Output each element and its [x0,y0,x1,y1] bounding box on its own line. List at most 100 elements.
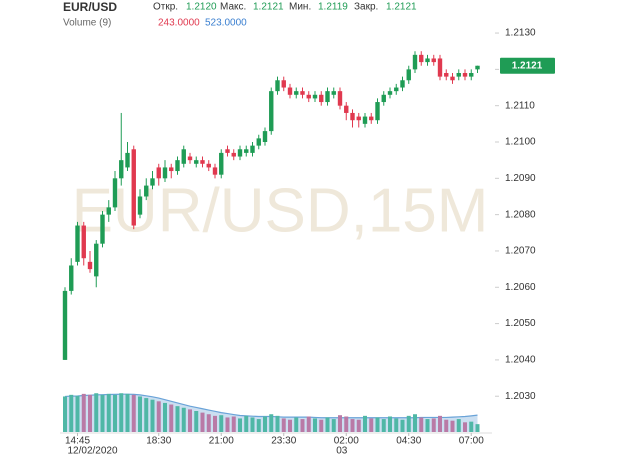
volume-bar [350,419,355,432]
candle-body [475,65,480,70]
volume-bar [331,419,336,432]
volume-bar [63,396,67,432]
candle-body [119,160,124,179]
x-tick-label: 14:45 [65,436,90,447]
candle-body [431,58,436,63]
candle-body [231,152,236,157]
volume-ma-area [65,394,478,432]
x-tick-label: 21:00 [209,436,234,447]
ohlc-label: Откр. [153,2,178,13]
volume-bar [88,394,92,432]
candle-body [162,167,168,179]
volume-bar [219,415,224,432]
ohlc-label: Закр. [354,2,378,13]
volume-bar [75,395,80,432]
volume-bar [106,393,111,432]
candle-body [387,91,393,95]
y-tick-label: 1.2090 [505,173,536,184]
candle-body [300,91,305,95]
candle-body [344,105,349,113]
candle-body [150,178,155,186]
volume-bar [138,396,142,432]
volume-bar [119,393,124,432]
volume-bar [450,420,455,432]
y-tick-label: 1.2100 [505,137,536,148]
candle-body [156,167,161,179]
volume-bar [169,404,174,432]
candle-body [256,138,261,146]
candle-body [287,87,293,95]
candle-body [406,69,411,81]
candle-body [444,72,449,77]
candle-body [400,80,405,88]
candle-body [262,131,268,143]
volume-bar [375,417,380,432]
candle-body [175,160,180,172]
x-tick-label: 04:30 [396,436,421,447]
candle-body [206,163,211,168]
candle-body [94,243,99,277]
y-tick-label: 1.2080 [505,209,536,220]
volume-bar [438,415,442,432]
candle-body [187,156,193,161]
ohlc-label: Мин. [289,2,311,13]
volume-bar [469,421,474,432]
candle-body [237,149,243,157]
candle-body [275,80,280,92]
ohlc-value: 1.2120 [186,2,217,13]
candle-body [200,160,205,164]
candle-body [62,290,68,360]
volume-bar [69,394,74,432]
volume-bar [431,418,436,432]
volume-bar [163,402,167,432]
candle-body [350,112,355,121]
ohlc-label: Макс. [220,2,246,13]
volume-bar [419,417,424,432]
volume-bar [256,419,261,432]
candle-body [112,178,118,208]
volume-bar [381,419,386,432]
candle-body [375,102,380,121]
y-tick-label: 1.2060 [505,282,536,293]
volume-bar [475,424,480,432]
volume-bar [81,393,86,432]
candle-body [450,76,455,81]
y-tick-label: 1.2110 [505,100,535,111]
volume-bar [319,419,324,432]
volume-bar [388,416,392,432]
volume-bar [100,394,105,432]
x-date-label: 03 [336,446,348,457]
candle-body [269,91,274,132]
y-tick-label: 1.2070 [505,246,536,257]
candle-body [369,116,374,121]
candle-body [69,265,74,291]
candle-body [212,167,218,175]
volume-bar [175,406,180,432]
candle-body [319,94,324,103]
volume-bar [200,412,205,432]
volume-bar [225,417,230,432]
volume-bar [369,418,374,432]
candle-body [362,116,368,124]
candle-body [462,72,468,77]
volume-bar [325,417,330,432]
candle-body [394,87,399,92]
candle-body [325,91,330,103]
volume-bar [269,414,274,432]
candle-body [106,207,111,215]
volume-bar [206,414,211,432]
y-tick-label: 1.2040 [505,355,536,366]
volume-bar [188,409,192,432]
volume-bar [238,418,242,432]
ohlc-value: 1.2121 [253,2,284,13]
candle-body [219,152,224,175]
candle-body [306,94,311,99]
candle-body [425,58,430,63]
volume-bar [300,419,305,432]
volume-bar [456,419,461,432]
volume-bar [181,407,186,432]
candle-body [469,72,474,77]
candle-body [281,80,286,88]
volume-bar [356,419,361,432]
